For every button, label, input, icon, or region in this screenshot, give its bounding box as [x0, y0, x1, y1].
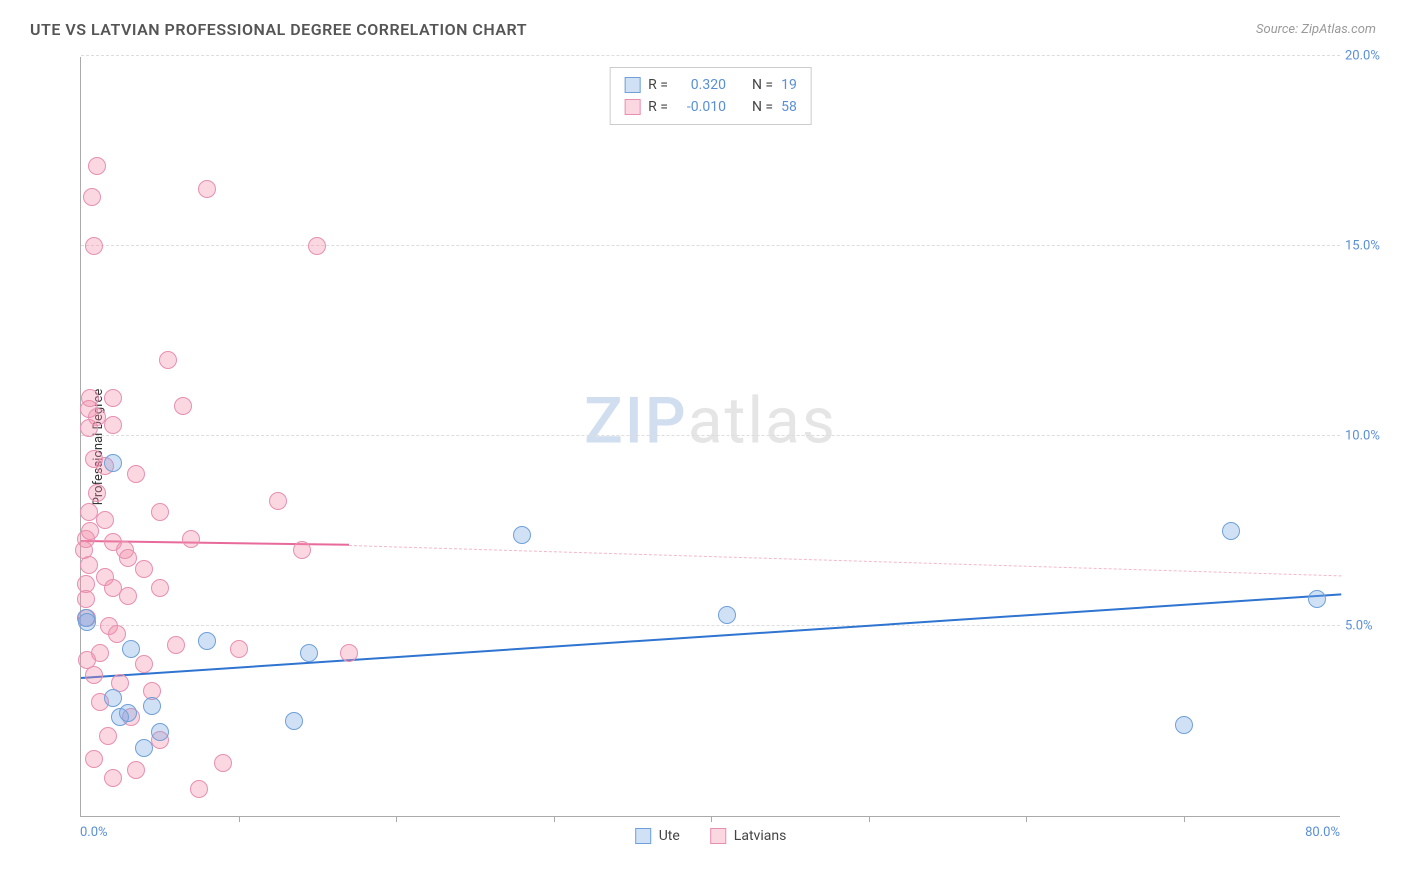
- source-label: Source: ZipAtlas.com: [1256, 22, 1376, 37]
- data-point-latvians: [190, 780, 208, 798]
- x-tick: [554, 816, 555, 822]
- data-point-ute: [122, 640, 140, 658]
- data-point-ute: [1175, 716, 1193, 734]
- data-point-latvians: [83, 188, 101, 206]
- data-point-ute: [718, 606, 736, 624]
- data-point-latvians: [77, 590, 95, 608]
- data-point-latvians: [80, 556, 98, 574]
- data-point-latvians: [340, 644, 358, 662]
- y-tick-label: 15.0%: [1345, 239, 1390, 254]
- data-point-latvians: [159, 351, 177, 369]
- gridline: [81, 245, 1340, 246]
- data-point-latvians: [230, 640, 248, 658]
- data-point-ute: [1308, 590, 1326, 608]
- x-axis-end-label: 80.0%: [1305, 825, 1340, 840]
- trend-line: [349, 545, 1341, 576]
- data-point-latvians: [104, 769, 122, 787]
- y-tick-label: 5.0%: [1345, 619, 1390, 634]
- data-point-latvians: [293, 541, 311, 559]
- x-tick: [869, 816, 870, 822]
- x-tick: [239, 816, 240, 822]
- data-point-latvians: [91, 644, 109, 662]
- gridline: [81, 55, 1340, 56]
- data-point-latvians: [85, 666, 103, 684]
- data-point-latvians: [174, 397, 192, 415]
- data-point-latvians: [88, 157, 106, 175]
- data-point-latvians: [96, 511, 114, 529]
- watermark: ZIPatlas: [584, 384, 837, 459]
- data-point-latvians: [198, 180, 216, 198]
- legend-series: Ute Latvians: [635, 828, 787, 844]
- data-point-latvians: [269, 492, 287, 510]
- data-point-latvians: [108, 625, 126, 643]
- trend-line: [81, 594, 1341, 680]
- gridline: [81, 435, 1340, 436]
- x-axis-start-label: 0.0%: [80, 825, 108, 840]
- data-point-latvians: [81, 389, 99, 407]
- data-point-latvians: [151, 579, 169, 597]
- data-point-latvians: [104, 389, 122, 407]
- swatch-latvians: [624, 99, 640, 115]
- data-point-latvians: [308, 237, 326, 255]
- data-point-ute: [104, 454, 122, 472]
- y-tick-label: 10.0%: [1345, 429, 1390, 444]
- legend-item-latvians: Latvians: [710, 828, 787, 844]
- data-point-ute: [119, 704, 137, 722]
- data-point-ute: [143, 697, 161, 715]
- data-point-ute: [104, 689, 122, 707]
- swatch-ute: [624, 77, 640, 93]
- data-point-ute: [78, 613, 96, 631]
- x-tick: [1026, 816, 1027, 822]
- data-point-latvians: [135, 655, 153, 673]
- data-point-latvians: [127, 761, 145, 779]
- data-point-latvians: [167, 636, 185, 654]
- data-point-latvians: [88, 484, 106, 502]
- data-point-latvians: [119, 549, 137, 567]
- data-point-ute: [300, 644, 318, 662]
- data-point-latvians: [99, 727, 117, 745]
- swatch-ute: [635, 828, 651, 844]
- x-tick: [396, 816, 397, 822]
- data-point-latvians: [182, 530, 200, 548]
- data-point-ute: [151, 723, 169, 741]
- y-tick-label: 20.0%: [1345, 49, 1390, 64]
- data-point-ute: [198, 632, 216, 650]
- data-point-latvians: [135, 560, 153, 578]
- data-point-latvians: [119, 587, 137, 605]
- x-tick: [1184, 816, 1185, 822]
- plot-box: ZIPatlas R = 0.320 N = 19 R = -0.010 N =…: [80, 57, 1340, 817]
- legend-stats-row-latvians: R = -0.010 N = 58: [624, 96, 797, 118]
- swatch-latvians: [710, 828, 726, 844]
- data-point-ute: [1222, 522, 1240, 540]
- legend-stats: R = 0.320 N = 19 R = -0.010 N = 58: [609, 67, 812, 125]
- data-point-latvians: [151, 503, 169, 521]
- data-point-latvians: [214, 754, 232, 772]
- data-point-latvians: [85, 237, 103, 255]
- data-point-ute: [285, 712, 303, 730]
- data-point-latvians: [104, 416, 122, 434]
- x-tick: [711, 816, 712, 822]
- data-point-ute: [135, 739, 153, 757]
- data-point-latvians: [85, 750, 103, 768]
- chart-title: UTE VS LATVIAN PROFESSIONAL DEGREE CORRE…: [30, 20, 527, 39]
- data-point-ute: [513, 526, 531, 544]
- data-point-latvians: [127, 465, 145, 483]
- legend-item-ute: Ute: [635, 828, 680, 844]
- legend-stats-row-ute: R = 0.320 N = 19: [624, 74, 797, 96]
- gridline: [81, 625, 1340, 626]
- chart-area: Professional Degree ZIPatlas R = 0.320 N…: [30, 47, 1376, 847]
